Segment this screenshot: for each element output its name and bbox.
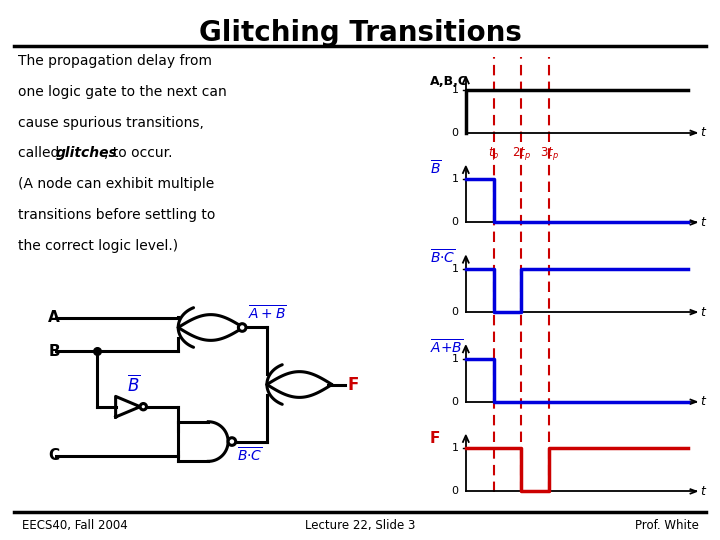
Text: C: C <box>48 448 60 463</box>
Text: 0: 0 <box>451 397 459 407</box>
Text: $3t_p$: $3t_p$ <box>539 145 559 161</box>
Text: $\overline{B{\cdot}C}$: $\overline{B{\cdot}C}$ <box>430 249 456 267</box>
Text: 1: 1 <box>451 264 459 274</box>
Text: called: called <box>18 146 64 160</box>
Text: $t_p$: $t_p$ <box>488 145 499 161</box>
Text: , to occur.: , to occur. <box>104 146 173 160</box>
Text: transitions before settling to: transitions before settling to <box>18 208 215 222</box>
Text: glitches: glitches <box>55 146 117 160</box>
Text: F: F <box>430 431 440 446</box>
Text: $t$: $t$ <box>700 216 707 229</box>
Text: 1: 1 <box>451 174 459 185</box>
Text: $2t_p$: $2t_p$ <box>512 145 531 161</box>
Text: $\overline{B}$: $\overline{B}$ <box>127 374 140 395</box>
Text: Prof. White: Prof. White <box>634 519 698 532</box>
Text: 0: 0 <box>451 218 459 227</box>
Text: A: A <box>48 310 60 326</box>
Text: Glitching Transitions: Glitching Transitions <box>199 19 521 47</box>
Text: $t$: $t$ <box>700 395 707 408</box>
Circle shape <box>140 403 146 410</box>
Text: $\overline{B}$: $\overline{B}$ <box>430 159 441 177</box>
Text: 1: 1 <box>451 85 459 95</box>
Text: the correct logic level.): the correct logic level.) <box>18 239 178 253</box>
Text: 0: 0 <box>451 307 459 317</box>
Text: 0: 0 <box>451 487 459 496</box>
Text: B: B <box>48 344 60 359</box>
Text: cause spurious transitions,: cause spurious transitions, <box>18 116 204 130</box>
Circle shape <box>238 323 246 332</box>
Text: A,B,C: A,B,C <box>430 75 468 87</box>
Text: $t$: $t$ <box>700 485 707 498</box>
Text: 1: 1 <box>451 354 459 364</box>
Text: $\overline{A{+}B}$: $\overline{A{+}B}$ <box>430 339 463 356</box>
Text: $t$: $t$ <box>700 126 707 139</box>
Text: F: F <box>347 375 359 394</box>
Text: 1: 1 <box>451 443 459 454</box>
Text: 0: 0 <box>451 128 459 138</box>
Text: The propagation delay from: The propagation delay from <box>18 54 212 68</box>
Text: $t$: $t$ <box>700 306 707 319</box>
Text: one logic gate to the next can: one logic gate to the next can <box>18 85 227 99</box>
Text: (A node can exhibit multiple: (A node can exhibit multiple <box>18 177 215 191</box>
Circle shape <box>228 438 235 446</box>
Text: Lecture 22, Slide 3: Lecture 22, Slide 3 <box>305 519 415 532</box>
Text: $\overline{A+B}$: $\overline{A+B}$ <box>248 305 287 323</box>
Text: $\overline{B{\cdot}C}$: $\overline{B{\cdot}C}$ <box>238 446 263 464</box>
Text: EECS40, Fall 2004: EECS40, Fall 2004 <box>22 519 127 532</box>
